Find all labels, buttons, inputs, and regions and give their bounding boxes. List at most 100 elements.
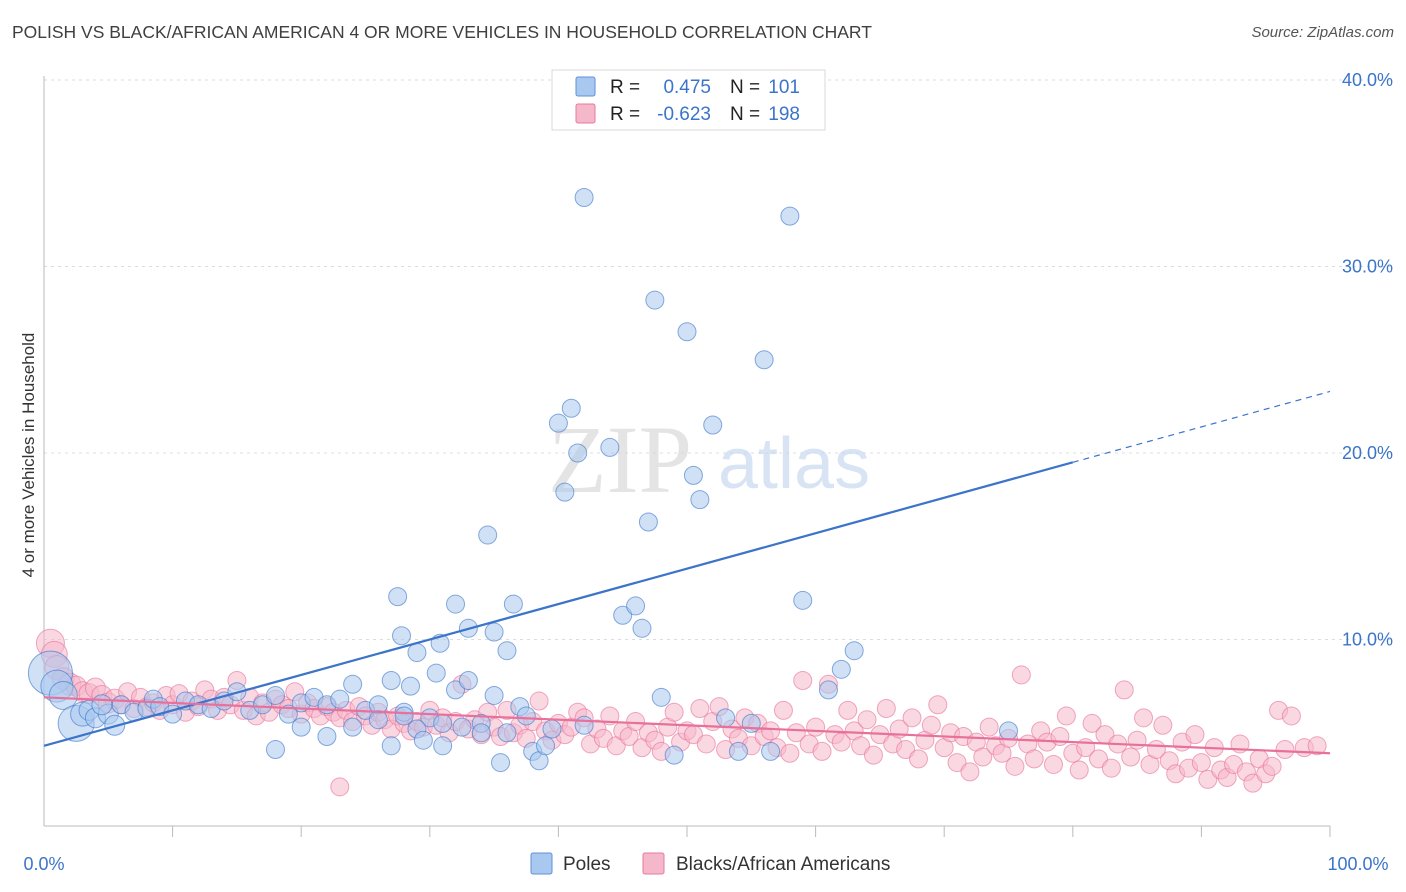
point-blacks [1005,756,1025,776]
point-blacks [696,734,716,754]
point-poles [401,676,421,696]
trend-lines [43,390,1331,755]
y-tick-label-40: 40.0% [1342,70,1393,90]
stats-r-value-blacks: -0.623 [657,104,711,125]
point-blacks [1101,758,1121,778]
point-poles [844,641,864,661]
point-poles [741,713,761,733]
point-poles [265,740,285,760]
point-poles [780,206,800,226]
point-poles [497,723,517,743]
point-poles [632,618,652,638]
point-poles [458,671,478,691]
point-poles [638,512,658,532]
legend: Poles Blacks/African Americans [530,852,890,875]
point-poles [613,605,633,625]
point-blacks [908,749,928,769]
point-blacks [902,708,922,728]
stats-n-label-poles: N = [730,77,760,98]
legend-label-poles: Poles [563,854,611,875]
point-poles [754,350,774,370]
point-blacks [838,700,858,720]
point-poles [716,708,736,728]
stats-swatch-poles [575,76,596,97]
stats-box-frame [551,69,826,131]
point-blacks [1307,736,1327,756]
point-blacks [690,699,710,719]
point-blacks [773,700,793,720]
point-poles [683,465,703,485]
point-poles [703,415,723,435]
watermark-atlas: atlas [718,424,870,504]
point-poles [392,626,412,646]
chart-source: Source: ZipAtlas.com [1251,24,1394,41]
point-poles [516,706,536,726]
point-blacks [851,736,871,756]
point-poles [690,490,710,510]
point-blacks [1114,680,1134,700]
point-poles [278,704,298,724]
point-blacks [1198,769,1218,789]
point-poles [446,680,466,700]
point-blacks [793,671,813,691]
point-blacks [1243,773,1263,793]
point-blacks [1011,665,1031,685]
point-poles [381,736,401,756]
point-blacks [664,702,684,722]
x-tick-label-min: 0.0% [23,854,64,874]
point-blacks [330,777,350,797]
legend-swatch-blacks [642,852,665,875]
stats-r-label-blacks: R = [610,104,640,125]
point-poles [484,685,504,705]
point-poles [645,290,665,310]
point-blacks [812,741,832,761]
point-poles [265,685,285,705]
point-poles [291,717,311,737]
point-poles [317,726,337,746]
point-poles [677,322,697,342]
point-poles [626,596,646,616]
point-poles [728,741,748,761]
point-poles [574,715,594,735]
point-blacks [1121,747,1141,767]
point-poles [793,590,813,610]
point-blacks [1056,706,1076,726]
point-blacks [1089,749,1109,769]
point-blacks [1281,706,1301,726]
trend-line-poles [43,461,1074,747]
point-poles [831,659,851,679]
point-blacks [806,717,826,737]
point-poles [253,695,273,715]
stats-n-value-poles: 101 [768,77,800,98]
point-poles [388,587,408,607]
gridlines [44,79,1392,640]
point-poles [446,594,466,614]
point-blacks [1191,753,1211,773]
point-poles [48,680,78,710]
point-poles [426,663,446,683]
stats-n-label-blacks: N = [730,104,760,125]
axes [43,76,1331,837]
point-poles [548,413,568,433]
point-poles [381,671,401,691]
point-blacks [1134,708,1154,728]
point-poles [561,398,581,418]
point-poles [407,643,427,663]
point-poles [542,719,562,739]
point-poles [536,736,556,756]
point-blacks [761,721,781,741]
point-blacks [786,723,806,743]
point-poles [471,723,491,743]
chart-title: POLISH VS BLACK/AFRICAN AMERICAN 4 OR MO… [12,22,872,42]
point-poles [600,437,620,457]
point-blacks [973,747,993,767]
point-blacks [1275,740,1295,760]
point-blacks [960,762,980,782]
point-blacks [896,740,916,760]
point-blacks [1024,749,1044,769]
point-blacks [1082,713,1102,733]
point-poles [343,717,363,737]
point-poles [91,694,113,716]
stats-box: R = 0.475 N = 101 R = -0.623 N = 198 [551,69,826,131]
